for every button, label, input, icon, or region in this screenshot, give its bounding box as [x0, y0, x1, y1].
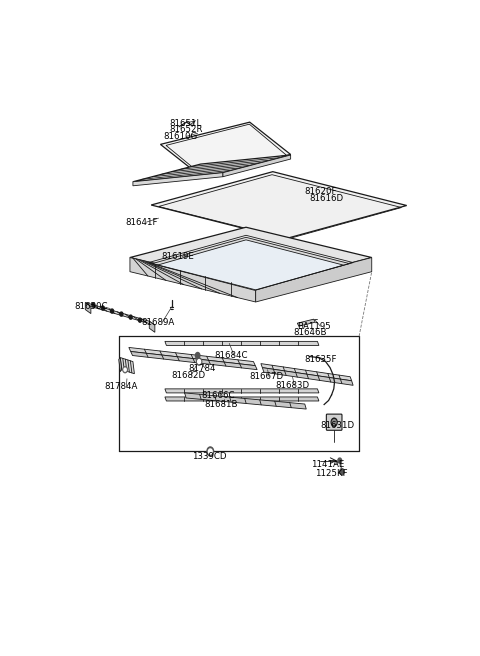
Text: 81682D: 81682D: [172, 371, 206, 380]
Text: 81616D: 81616D: [309, 194, 343, 203]
Circle shape: [195, 352, 200, 359]
Text: 81641F: 81641F: [125, 218, 157, 227]
Text: 81689A: 81689A: [141, 318, 174, 327]
Polygon shape: [297, 319, 315, 326]
Polygon shape: [133, 155, 290, 182]
Circle shape: [139, 318, 142, 322]
Polygon shape: [152, 237, 349, 290]
Polygon shape: [149, 321, 155, 333]
Polygon shape: [157, 240, 344, 291]
Polygon shape: [130, 258, 256, 302]
Circle shape: [124, 368, 126, 371]
Text: 81681B: 81681B: [204, 400, 238, 409]
Circle shape: [332, 420, 336, 424]
Circle shape: [340, 468, 344, 475]
Text: 81631D: 81631D: [321, 420, 355, 430]
Text: 81620F: 81620F: [305, 188, 337, 196]
Polygon shape: [119, 358, 122, 372]
Polygon shape: [165, 389, 319, 393]
Polygon shape: [85, 302, 155, 325]
Polygon shape: [130, 227, 372, 288]
Polygon shape: [165, 397, 319, 401]
Polygon shape: [120, 358, 134, 374]
Text: 1141AE: 1141AE: [312, 460, 345, 468]
Circle shape: [123, 367, 127, 373]
Text: 81683D: 81683D: [275, 381, 309, 390]
Text: 1339CD: 1339CD: [192, 452, 227, 461]
Circle shape: [120, 312, 123, 316]
Polygon shape: [151, 172, 407, 239]
Polygon shape: [129, 348, 255, 365]
Circle shape: [208, 449, 212, 454]
Circle shape: [101, 306, 104, 310]
Circle shape: [331, 418, 337, 426]
Text: BA1195: BA1195: [297, 321, 331, 331]
Polygon shape: [185, 393, 306, 409]
Text: 81684C: 81684C: [215, 351, 248, 360]
Circle shape: [207, 447, 214, 456]
Text: 81666C: 81666C: [202, 392, 235, 400]
Text: 81650C: 81650C: [74, 302, 108, 310]
Text: 81651L: 81651L: [170, 119, 202, 128]
Circle shape: [129, 315, 132, 319]
Polygon shape: [131, 352, 257, 370]
Circle shape: [338, 458, 342, 463]
Circle shape: [196, 358, 202, 365]
Polygon shape: [263, 367, 353, 385]
Text: 81619E: 81619E: [161, 252, 194, 261]
Text: 81610G: 81610G: [163, 132, 198, 141]
Text: 81635F: 81635F: [305, 354, 337, 363]
Polygon shape: [256, 258, 372, 302]
Circle shape: [198, 359, 201, 363]
Text: 81784A: 81784A: [104, 382, 137, 392]
Polygon shape: [223, 155, 290, 176]
Polygon shape: [165, 341, 319, 346]
Circle shape: [92, 303, 95, 307]
Polygon shape: [85, 302, 91, 314]
Text: 81667D: 81667D: [250, 372, 284, 381]
Text: 81646B: 81646B: [293, 328, 327, 337]
FancyBboxPatch shape: [326, 414, 342, 430]
Polygon shape: [133, 173, 223, 186]
Polygon shape: [261, 363, 352, 380]
Text: 81652R: 81652R: [170, 125, 203, 134]
Circle shape: [110, 309, 114, 313]
Text: 1125KF: 1125KF: [315, 469, 348, 478]
Text: 81784: 81784: [188, 364, 216, 373]
Polygon shape: [160, 122, 290, 176]
